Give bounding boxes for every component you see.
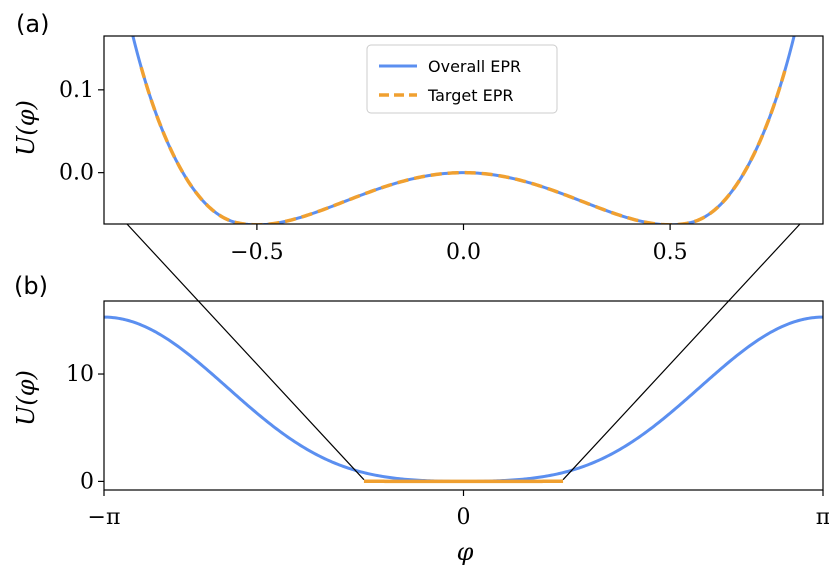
zoom-connector-left <box>126 223 365 481</box>
panel-label-a: (a) <box>16 10 49 38</box>
x-axis-label-b: φ <box>457 538 474 566</box>
zoom-connectors <box>126 223 801 481</box>
x-tick-label: −π <box>88 505 121 530</box>
panel-a-plot-area <box>131 36 796 224</box>
panel-b-frame <box>103 300 824 491</box>
tick-marks: −0.5 0.0 0.5 0.0 0.1 −π 0 π 0 10 <box>59 78 829 530</box>
legend-overall-label: Overall EPR <box>428 57 521 76</box>
series-overall-epr-b <box>104 315 823 483</box>
x-tick-label: 0 <box>457 505 471 530</box>
zoom-connector-right <box>562 223 801 481</box>
x-tick-label: π <box>816 505 829 530</box>
x-tick-label: −0.5 <box>230 240 283 265</box>
panel-label-b: (b) <box>14 272 48 300</box>
y-tick-label: 10 <box>66 362 94 387</box>
y-tick-label: 0.0 <box>59 161 94 186</box>
x-tick-label: 0.0 <box>446 240 481 265</box>
y-tick-label: 0.1 <box>59 78 94 103</box>
legend: Overall EPR Target EPR <box>366 44 558 114</box>
x-tick-label: 0.5 <box>653 240 688 265</box>
panel-b-plot-area <box>104 315 823 484</box>
legend-target-label: Target EPR <box>427 86 513 105</box>
y-tick-label: 0 <box>80 469 94 494</box>
y-axis-label-b: U(φ) <box>12 370 40 426</box>
y-axis-label-a: U(φ) <box>12 100 40 156</box>
